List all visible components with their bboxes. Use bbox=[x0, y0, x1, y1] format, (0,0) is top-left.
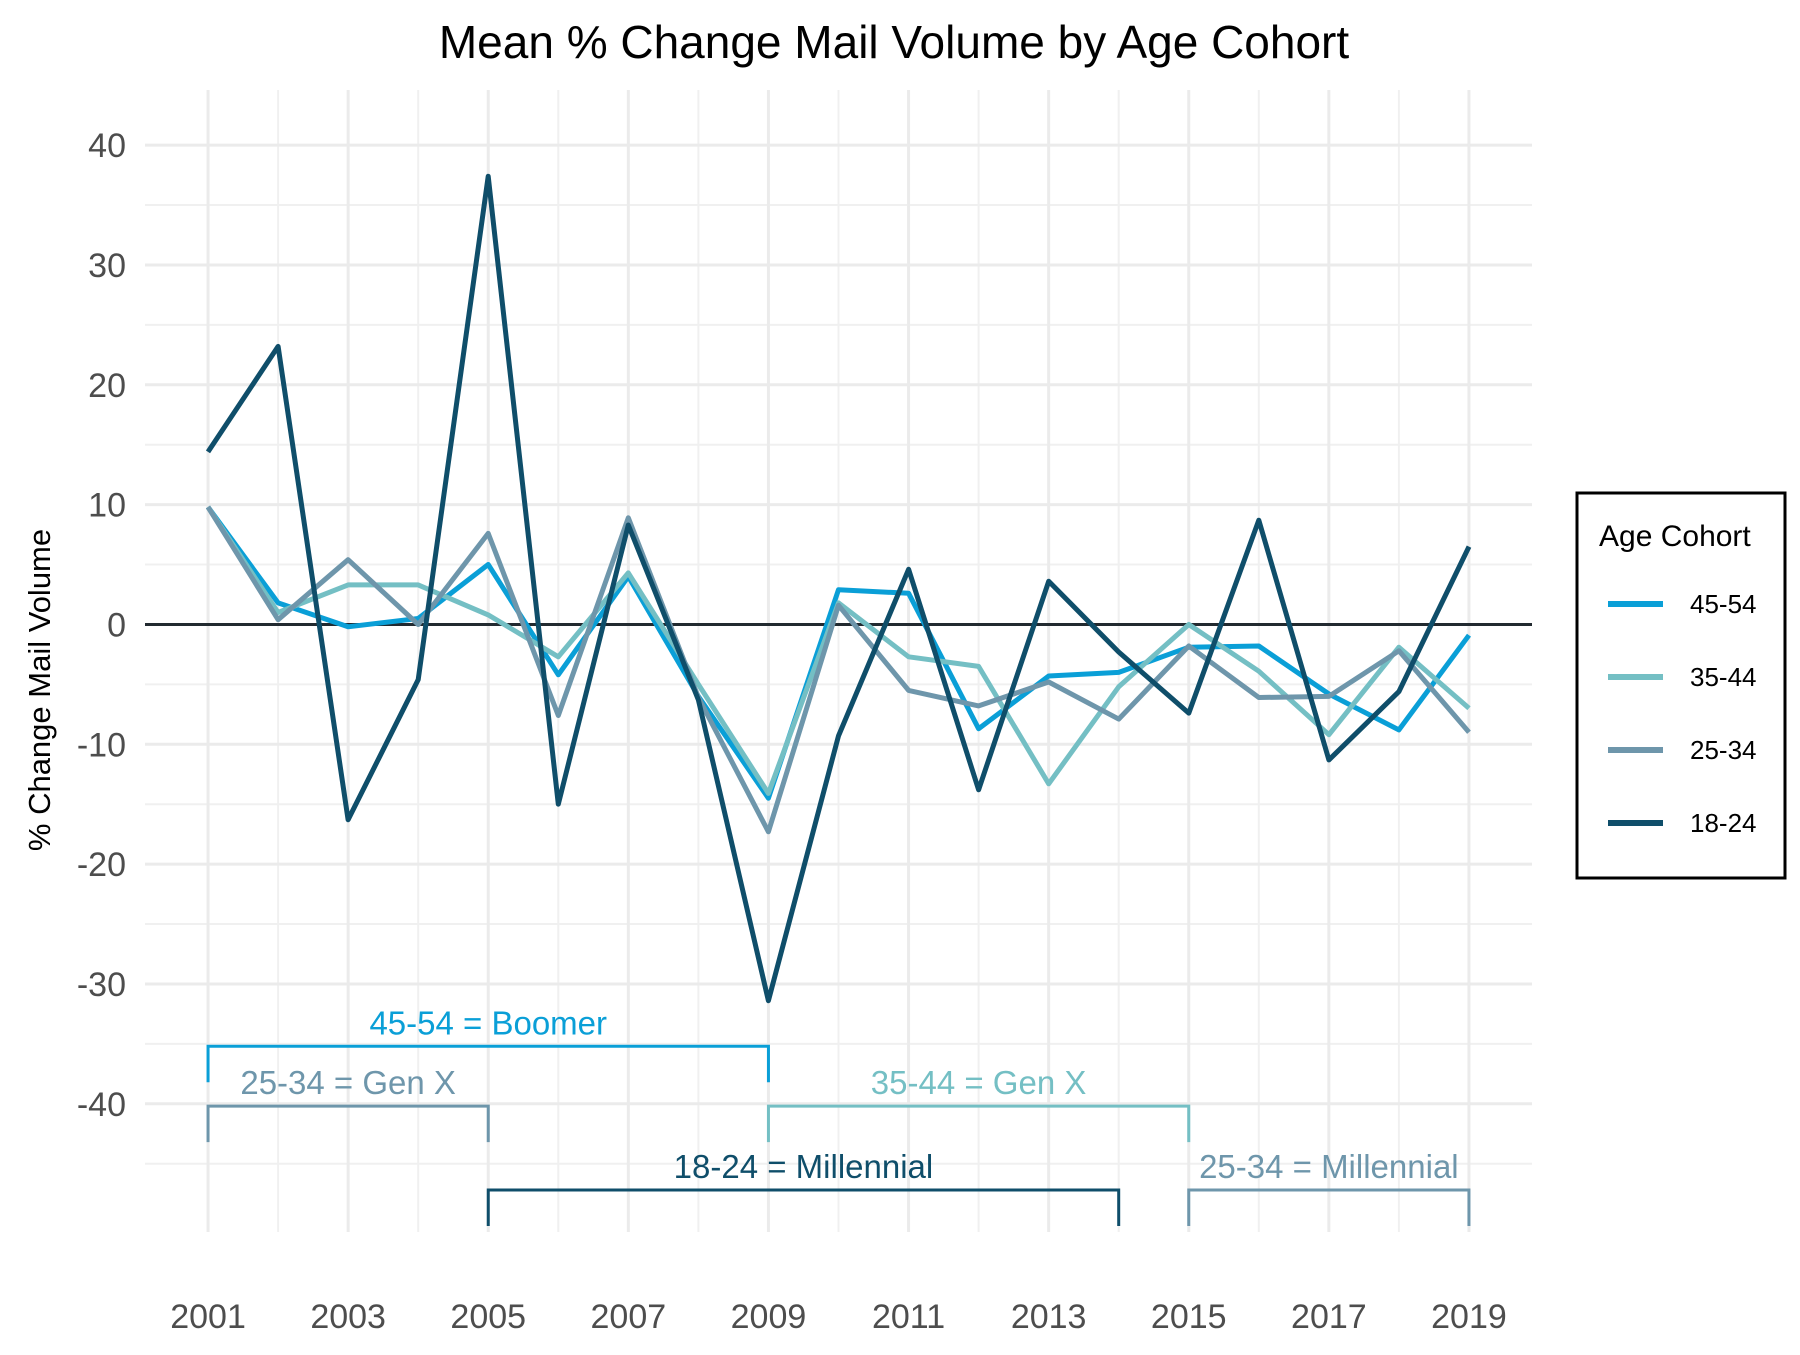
annotation-bracket bbox=[206, 1044, 770, 1083]
annotation-label: 18-24 = Millennial bbox=[674, 1148, 934, 1185]
y-tick-label: 20 bbox=[88, 367, 126, 405]
x-tick-label: 2015 bbox=[1151, 1298, 1227, 1336]
legend-label-25-34: 25-34 bbox=[1690, 735, 1757, 765]
legend-label-45-54: 45-54 bbox=[1690, 589, 1757, 619]
annotation-label: 25-34 = Millennial bbox=[1199, 1148, 1459, 1185]
y-tick-label: -20 bbox=[77, 846, 126, 884]
y-tick-label: 0 bbox=[107, 606, 126, 644]
annotation-layer: 45-54 = Boomer 25-34 = Gen X 35-44 = Gen X… bbox=[206, 1004, 1471, 1227]
x-tick-label: 2011 bbox=[872, 1298, 945, 1336]
x-tick-label: 2017 bbox=[1291, 1298, 1367, 1336]
legend-items: 45-54 35-44 25-34 18-24 bbox=[1608, 589, 1757, 838]
series-line-18-24 bbox=[205, 173, 1472, 1004]
legend-box bbox=[1575, 491, 1787, 880]
series-line-45-54 bbox=[205, 505, 1472, 801]
y-tick-label: -30 bbox=[77, 966, 126, 1004]
axis-layer: 40 30 20 10 0 -10 -20 -30 -40 2001 2003 2005 2007 200… bbox=[77, 127, 1507, 1336]
legend-title: Age Cohort bbox=[1599, 520, 1751, 553]
annotation-label: 25-34 = Gen X bbox=[240, 1064, 456, 1101]
legend: Age Cohort 45-54 35-44 25-34 18-24 bbox=[1575, 491, 1787, 880]
x-tick-label: 2001 bbox=[170, 1298, 246, 1336]
annotation-bracket bbox=[486, 1188, 1121, 1227]
x-tick-label: 2013 bbox=[1011, 1298, 1087, 1336]
series-layer bbox=[205, 173, 1472, 1004]
series-line-25-34 bbox=[205, 505, 1471, 835]
annotation-label: 45-54 = Boomer bbox=[369, 1004, 607, 1041]
annotation-label: 35-44 = Gen X bbox=[871, 1064, 1087, 1101]
chart-title: Mean % Change Mail Volume by Age Cohort bbox=[439, 16, 1350, 68]
x-tick-label: 2005 bbox=[450, 1298, 526, 1336]
annotation-bracket bbox=[766, 1104, 1191, 1143]
y-tick-label: 30 bbox=[88, 247, 126, 285]
y-tick-label: 10 bbox=[88, 487, 126, 525]
y-tick-label: -10 bbox=[77, 726, 126, 764]
x-tick-label: 2003 bbox=[310, 1298, 386, 1336]
annotation-bracket bbox=[1187, 1188, 1471, 1227]
annotation-bracket bbox=[206, 1104, 490, 1143]
legend-label-35-44: 35-44 bbox=[1690, 662, 1757, 692]
y-tick-label: -40 bbox=[77, 1086, 126, 1124]
x-tick-label: 2019 bbox=[1431, 1298, 1507, 1336]
x-tick-label: 2009 bbox=[731, 1298, 807, 1336]
y-tick-label: 40 bbox=[88, 127, 126, 165]
grid-layer bbox=[145, 90, 1532, 1232]
legend-label-18-24: 18-24 bbox=[1690, 808, 1757, 838]
y-axis-title: % Change Mail Volume bbox=[22, 529, 57, 851]
x-tick-label: 2007 bbox=[591, 1298, 667, 1336]
